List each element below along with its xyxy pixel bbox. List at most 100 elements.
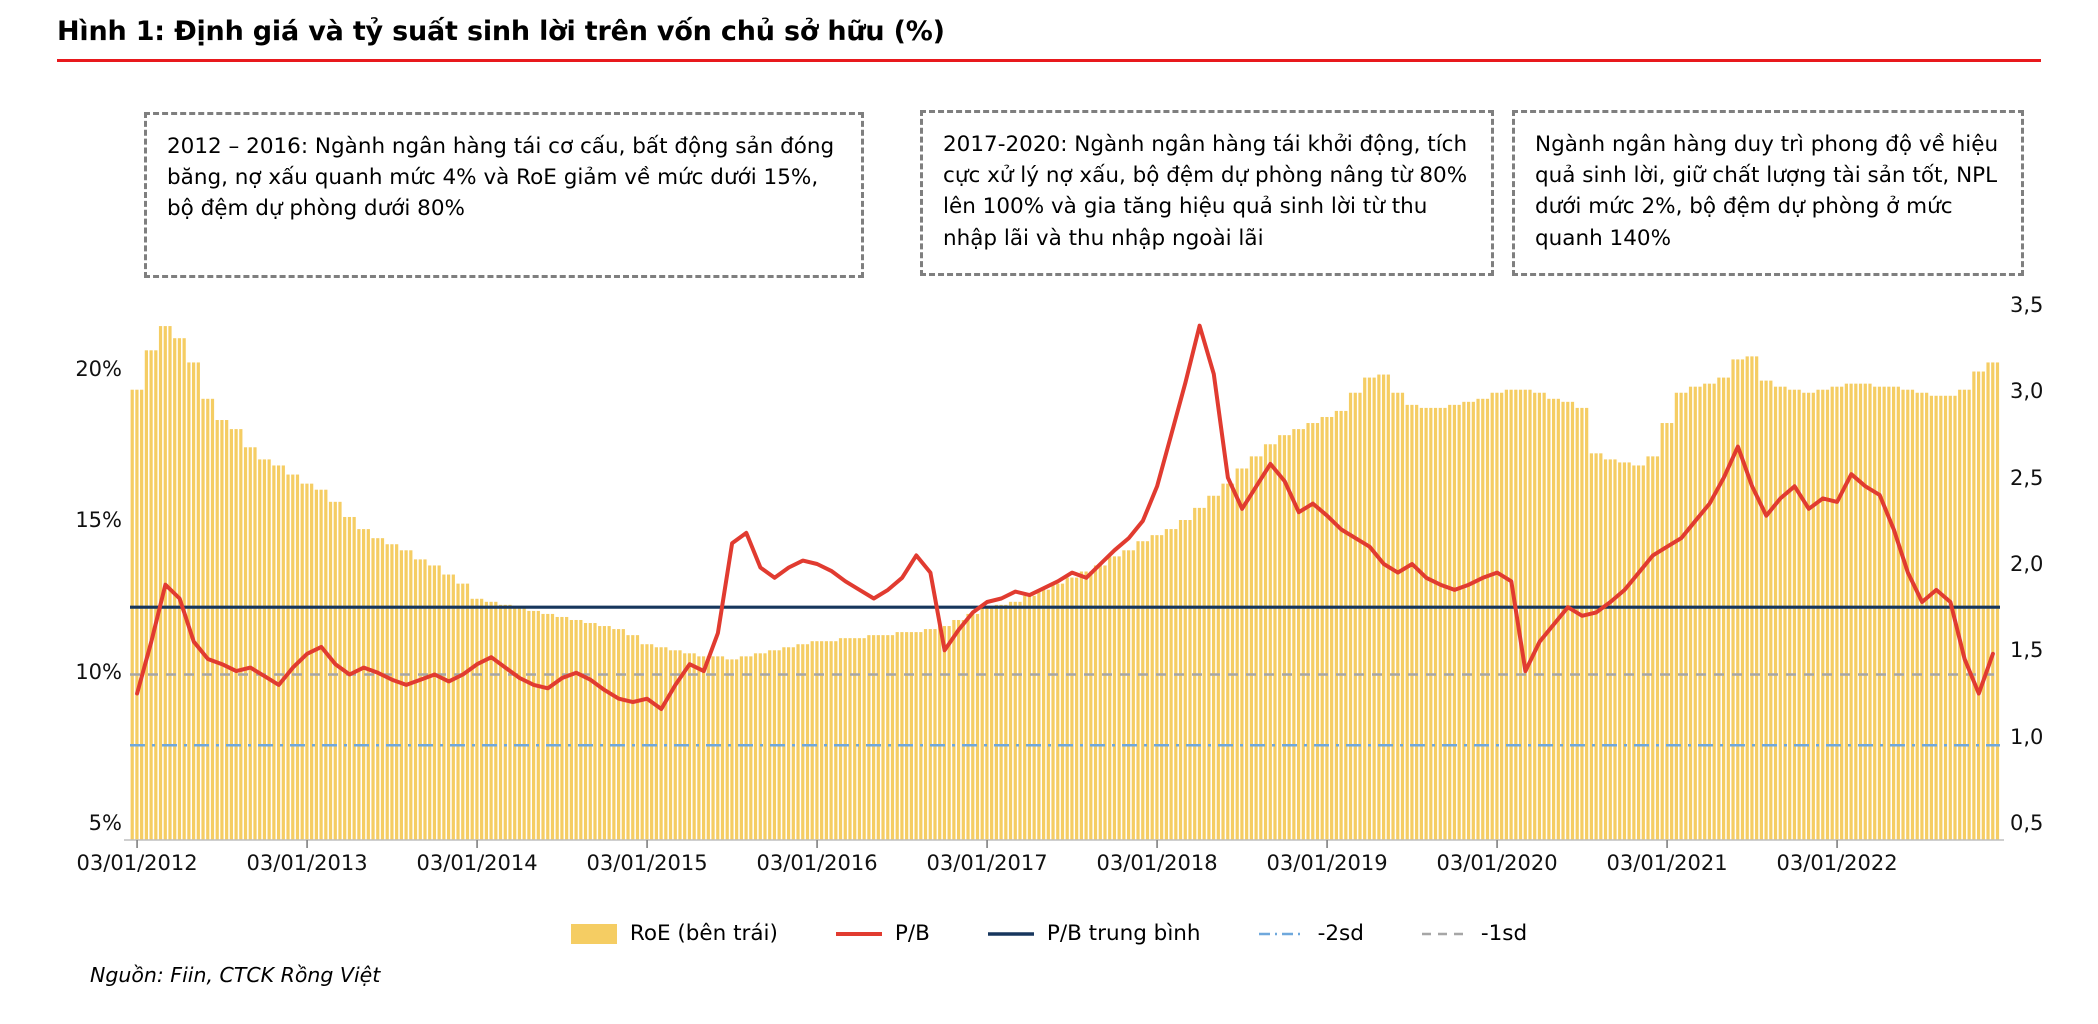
roe-bar bbox=[574, 619, 578, 840]
roe-bar bbox=[1296, 429, 1301, 840]
roe-bar bbox=[1046, 589, 1050, 840]
roe-bar bbox=[1655, 456, 1660, 840]
roe-bar bbox=[1065, 577, 1069, 840]
roe-bar bbox=[324, 489, 328, 840]
roe-bar bbox=[701, 656, 706, 840]
roe-bar bbox=[1396, 392, 1400, 840]
minus-2sd-swatch-icon bbox=[1258, 932, 1305, 935]
roe-bar bbox=[1008, 601, 1013, 840]
roe-bar bbox=[276, 465, 281, 840]
roe-bar bbox=[598, 626, 602, 840]
roe-bar bbox=[782, 647, 786, 840]
roe-bar bbox=[1533, 392, 1537, 840]
roe-bar bbox=[890, 635, 895, 840]
roe-bar bbox=[144, 350, 148, 840]
roe-bar bbox=[328, 501, 333, 840]
roe-bar bbox=[253, 447, 257, 840]
roe-bar bbox=[1830, 386, 1834, 840]
roe-bar bbox=[1783, 386, 1787, 840]
roe-bar bbox=[1613, 459, 1617, 840]
roe-bar bbox=[980, 607, 984, 840]
roe-bar bbox=[1259, 456, 1263, 840]
roe-bar bbox=[1825, 389, 1830, 840]
roe-bar bbox=[1188, 520, 1192, 840]
roe-bar bbox=[1103, 565, 1107, 840]
roe-bar bbox=[1528, 389, 1532, 840]
roe-bar bbox=[1566, 401, 1570, 840]
roe-bar bbox=[1509, 389, 1513, 840]
roe-bar bbox=[1736, 359, 1740, 840]
roe-bar bbox=[583, 623, 588, 840]
roe-bar bbox=[451, 574, 455, 840]
roe-bar bbox=[1991, 362, 1995, 840]
roe-bar bbox=[654, 647, 658, 840]
roe-bar bbox=[1415, 404, 1419, 840]
roe-bar bbox=[1060, 583, 1065, 840]
legend-item-roe: RoE (bên trái) bbox=[570, 921, 778, 946]
roe-bar bbox=[1707, 383, 1712, 840]
roe-bar bbox=[716, 656, 720, 840]
roe-bar bbox=[1835, 386, 1839, 840]
roe-bar bbox=[1041, 589, 1046, 840]
roe-bar bbox=[749, 656, 753, 840]
roe-bar bbox=[697, 656, 701, 840]
roe-bar bbox=[1792, 389, 1797, 840]
roe-bar bbox=[182, 338, 186, 840]
roe-bar bbox=[1877, 386, 1882, 840]
roe-bar bbox=[1027, 595, 1032, 840]
roe-bar bbox=[428, 565, 432, 840]
roe-bar bbox=[1207, 495, 1211, 840]
annotation-text-2017-2020: 2017-2020: Ngành ngân hàng tái khởi động… bbox=[943, 132, 1468, 251]
roe-bar bbox=[1561, 401, 1565, 840]
annotation-text-current: Ngành ngân hàng duy trì phong độ về hiệu… bbox=[1535, 132, 1999, 251]
roe-bar bbox=[834, 641, 838, 840]
roe-bar bbox=[753, 653, 758, 840]
roe-bar bbox=[1004, 604, 1008, 840]
roe-bar bbox=[876, 635, 880, 840]
roe-bar bbox=[1353, 392, 1357, 840]
roe-bar bbox=[947, 626, 951, 840]
roe-bar bbox=[881, 635, 885, 840]
roe-bar bbox=[1249, 456, 1253, 840]
roe-bar bbox=[1202, 507, 1206, 840]
roe-bar bbox=[640, 644, 644, 840]
roe-bar bbox=[1873, 386, 1877, 840]
roe-bar bbox=[1986, 362, 1990, 840]
roe-bar bbox=[1325, 416, 1329, 840]
roe-bar bbox=[546, 613, 550, 840]
roe-bar bbox=[1150, 535, 1154, 840]
roe-bar bbox=[1023, 595, 1027, 840]
roe-bar bbox=[465, 583, 470, 840]
roe-bar bbox=[829, 641, 833, 840]
annotation-box-2017-2020: 2017-2020: Ngành ngân hàng tái khởi động… bbox=[920, 110, 1494, 276]
roe-bar bbox=[1481, 398, 1485, 840]
roe-bar bbox=[503, 604, 507, 840]
roe-bar bbox=[1089, 571, 1093, 840]
roe-bar bbox=[446, 574, 451, 840]
roe-bar bbox=[1740, 359, 1745, 840]
roe-bar bbox=[1164, 529, 1168, 840]
roe-bar bbox=[1674, 392, 1678, 840]
legend-label-minus-2sd: -2sd bbox=[1317, 921, 1364, 946]
roe-bar bbox=[1178, 520, 1183, 840]
roe-bar bbox=[1868, 383, 1872, 840]
roe-bar bbox=[154, 350, 158, 840]
roe-bar bbox=[1126, 550, 1131, 840]
roe-bar bbox=[569, 619, 573, 840]
roe-bar bbox=[437, 565, 441, 840]
roe-bar bbox=[942, 626, 947, 840]
roe-bar bbox=[1542, 392, 1546, 840]
legend-label-pb-average: P/B trung bình bbox=[1046, 921, 1201, 946]
roe-bar bbox=[1773, 386, 1778, 840]
roe-bar bbox=[933, 629, 937, 840]
roe-bar bbox=[1273, 444, 1277, 840]
chart-legend: RoE (bên trái) P/B P/B trung bình -2sd -… bbox=[0, 921, 2098, 946]
roe-bar bbox=[791, 647, 795, 840]
roe-bar bbox=[1013, 601, 1017, 840]
roe-bar bbox=[1646, 456, 1650, 840]
roe-bar bbox=[905, 632, 909, 840]
figure-title: Hình 1: Định giá và tỷ suất sinh lời trê… bbox=[57, 16, 945, 47]
roe-bar bbox=[149, 350, 153, 840]
roe-bar bbox=[541, 613, 545, 840]
roe-bar bbox=[1726, 377, 1730, 840]
